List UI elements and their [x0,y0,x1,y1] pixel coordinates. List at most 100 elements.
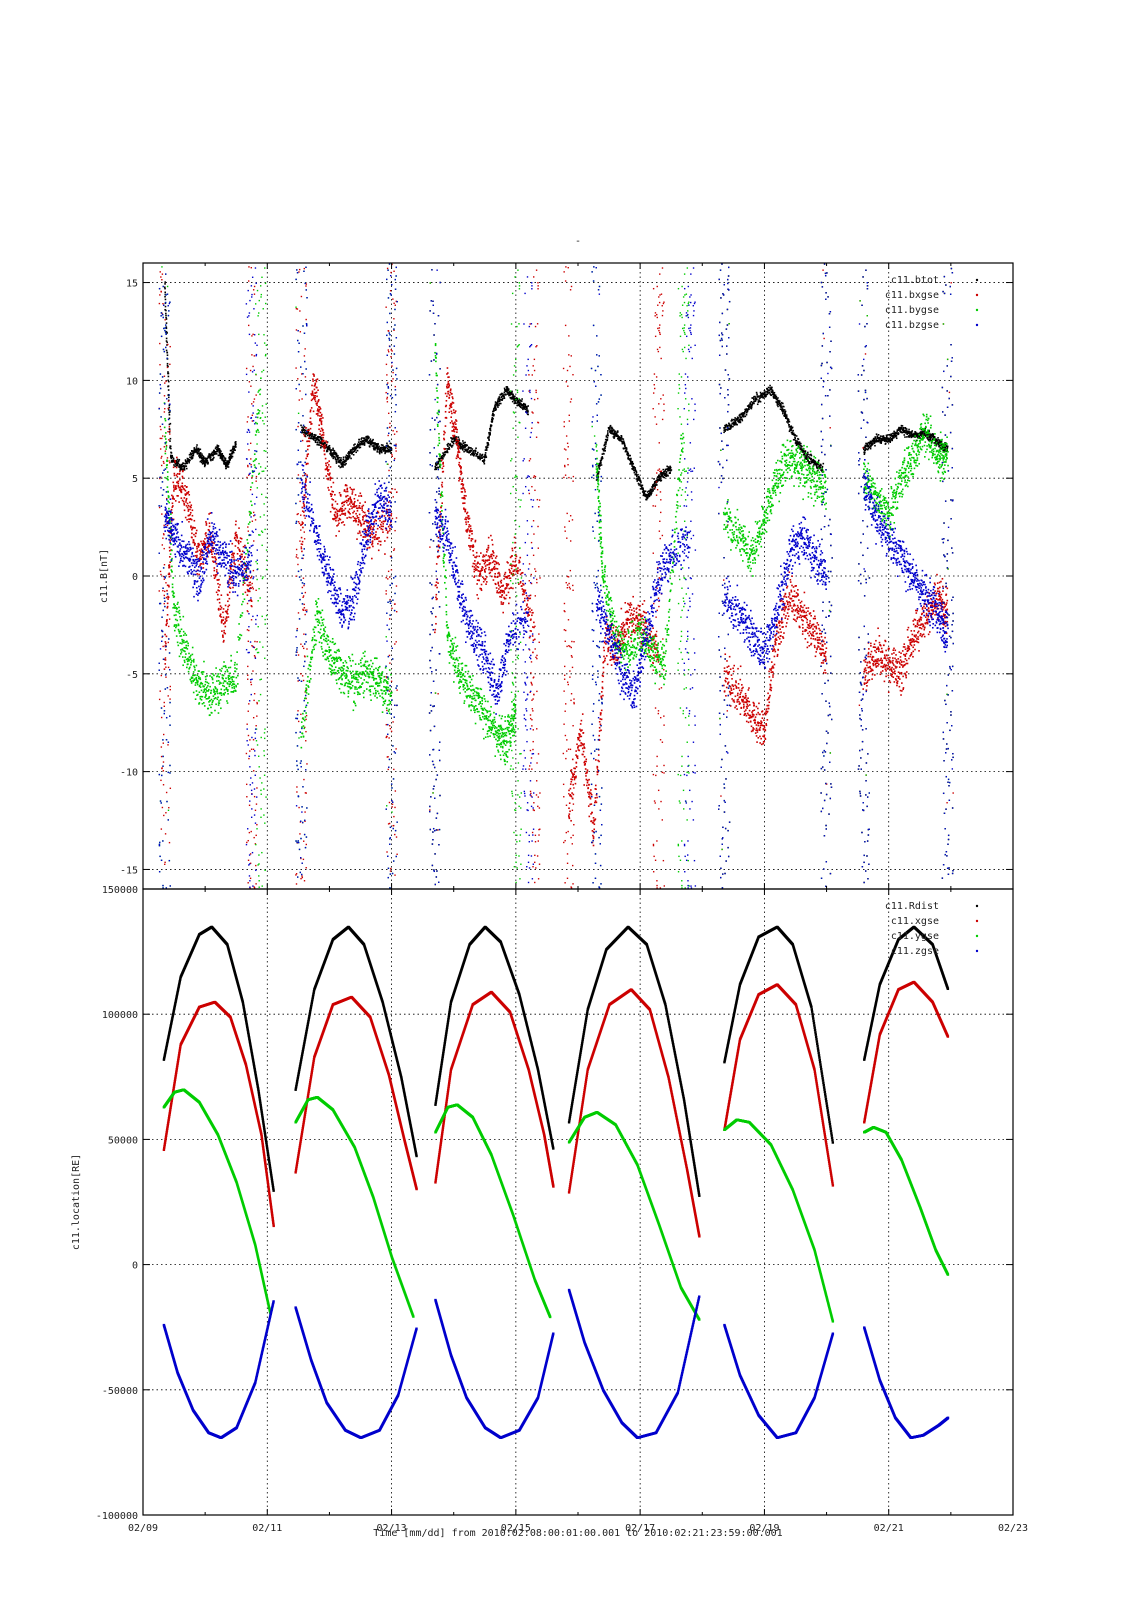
data-point [497,562,499,564]
data-point [478,579,481,582]
data-point [302,502,305,505]
data-point [798,443,801,445]
data-point [613,432,615,434]
data-point [491,539,493,541]
data-point [485,567,487,570]
data-point [523,408,526,410]
data-point [205,521,207,523]
data-point [879,435,882,437]
data-point [208,453,211,455]
data-point [226,461,228,463]
data-point [235,443,237,446]
data-point [509,564,511,566]
data-point [387,525,390,528]
data-point [754,395,756,398]
data-point [817,469,819,472]
data-point [168,426,171,428]
data-point [384,553,386,555]
data-point [348,516,351,519]
data-point [438,459,441,461]
data-point [321,439,324,441]
data-point [911,435,913,437]
data-point [230,563,233,566]
data-point [600,459,603,461]
data-point [816,465,818,468]
data-point [207,462,209,465]
data-point [343,509,345,512]
data-point [250,385,252,387]
data-point [349,452,351,455]
data-point [248,449,250,451]
data-point [731,418,733,421]
data-point [228,576,231,578]
data-point [229,455,232,458]
data-point [170,454,172,457]
data-point [611,431,613,433]
data-point [187,460,189,462]
data-point [728,423,731,425]
data-point [250,266,253,269]
data-point [453,428,455,431]
data-point [745,413,748,416]
data-point [447,448,450,450]
data-point [216,598,219,601]
data-point [237,546,239,549]
data-point [393,270,395,272]
data-point [159,271,161,273]
data-point [193,447,196,449]
data-point [634,467,637,469]
data-point [181,475,184,478]
data-point [386,449,388,452]
data-point [908,436,910,438]
data-point [303,514,306,517]
data-point [225,461,227,464]
data-point [514,541,516,544]
data-point [804,453,806,456]
data-point [337,524,339,526]
data-point [213,452,216,455]
data-point [253,693,256,695]
data-point [166,362,169,365]
data-point [894,434,897,437]
data-point [360,438,363,440]
data-point [922,430,924,433]
data-point [187,504,190,507]
data-point [237,542,240,545]
data-point [651,486,654,489]
data-point [394,385,397,388]
data-point [491,420,494,423]
data-point [769,384,771,387]
data-point [476,555,478,558]
data-point [231,452,234,455]
data-point [737,420,740,422]
data-point [218,598,221,600]
data-point [395,641,397,643]
data-point [245,783,248,786]
data-point [437,582,439,584]
data-point [498,397,501,399]
data-point [494,572,496,575]
data-point [323,453,326,456]
data-point [305,285,307,287]
data-point [919,437,921,439]
data-point [204,464,207,466]
data-point [603,444,605,447]
data-point [350,457,352,460]
data-point [921,433,923,436]
data-point [309,427,312,430]
data-point [903,431,905,434]
data-point [733,424,736,426]
data-point [888,438,891,440]
data-point [471,448,474,450]
data-point [392,430,394,432]
data-point [434,468,436,471]
data-point [771,390,774,392]
data-point [619,437,622,439]
data-point [521,405,524,407]
data-point [190,525,192,528]
data-point [640,481,642,484]
data-point [928,435,931,437]
data-point [167,372,170,375]
data-point [392,496,394,498]
data-point [464,449,467,452]
